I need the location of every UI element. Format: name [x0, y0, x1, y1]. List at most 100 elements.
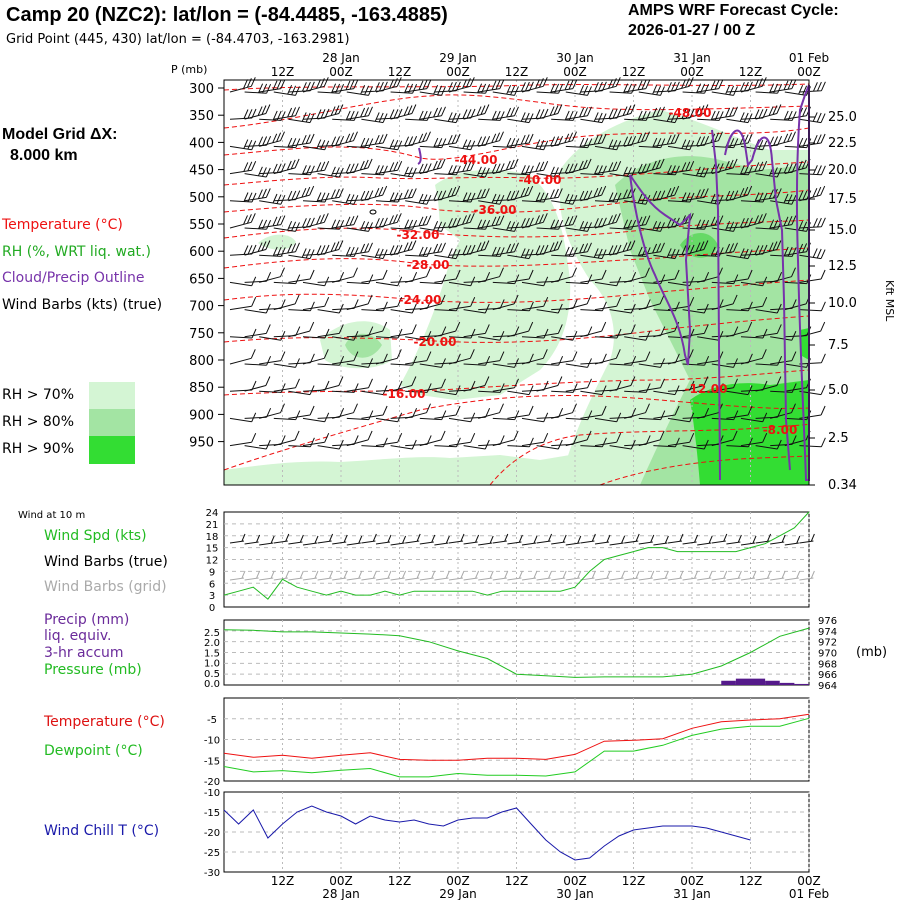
- wind-barb: [507, 81, 534, 93]
- wind-barb: [259, 163, 286, 175]
- pressure-axis-title: P (mb): [171, 63, 207, 76]
- wind-barb: [682, 303, 709, 314]
- wind-barb: [740, 213, 767, 229]
- wind-barb: [799, 248, 826, 260]
- wind-barb: [273, 274, 301, 285]
- wind-barb: [229, 349, 256, 365]
- wind-barb: [346, 358, 373, 368]
- wind-barb: [682, 83, 710, 94]
- cloud-outline-path: [724, 129, 791, 471]
- grid-wind-barb: [346, 570, 363, 581]
- pressure-label: 400: [189, 136, 214, 151]
- wind-barb: [580, 437, 607, 448]
- pressure-tick: 970: [818, 649, 837, 660]
- wind-barb: [405, 351, 432, 365]
- model-grid-label: Model Grid ΔX:: [2, 126, 118, 143]
- bottom-hour-label: 00Z: [563, 874, 587, 888]
- pressure-label: 600: [189, 245, 214, 260]
- wind-barb: [288, 269, 315, 283]
- true-wind-barb: [259, 535, 275, 546]
- wind-barb: [521, 192, 549, 203]
- wind-barb: [244, 219, 272, 230]
- wind-barb: [711, 137, 739, 149]
- wind-barb: [448, 328, 476, 339]
- wind-barb: [638, 274, 666, 285]
- wind-barb: [740, 139, 768, 151]
- grid-wind-barb: [551, 570, 567, 581]
- wind-barb: [361, 185, 388, 202]
- height-label: 25.0: [828, 110, 857, 125]
- wind-barb: [361, 217, 388, 229]
- wind-barb: [273, 220, 300, 232]
- wind-barb: [521, 160, 549, 175]
- wind-barb: [405, 267, 431, 283]
- bottom-hour-label: 12Z: [388, 874, 412, 888]
- wind-barb: [711, 158, 738, 175]
- wind-barb: [492, 358, 519, 368]
- wind-barb: [463, 135, 491, 147]
- temperature-line: [223, 713, 810, 761]
- wind-barb: [259, 110, 286, 121]
- wind-barb: [565, 106, 592, 120]
- wind-barb: [288, 248, 315, 260]
- wind-barb: [419, 242, 446, 256]
- wind-barb: [770, 193, 797, 205]
- wind-barb: [375, 139, 403, 151]
- wind-barb: [594, 139, 622, 151]
- wind-barb: [448, 77, 475, 93]
- wind-barb: [565, 190, 593, 202]
- wind-barb: [580, 165, 607, 176]
- wind-barb: [697, 193, 724, 205]
- wind-barb: [332, 79, 359, 93]
- wind-barb: [580, 81, 607, 93]
- pressure-label: 950: [189, 436, 214, 451]
- wind-barb: [419, 158, 446, 175]
- wind-barb: [726, 437, 753, 448]
- wind-barb: [273, 378, 300, 392]
- wind-barb: [405, 193, 432, 205]
- wind-barb: [346, 410, 374, 421]
- wind-barb: [507, 405, 534, 419]
- height-label: 5.0: [828, 383, 849, 398]
- wind-barb: [288, 112, 315, 124]
- wind-barb: [244, 240, 271, 256]
- grid-wind-barbs: [229, 570, 815, 581]
- wind-barb: [755, 439, 782, 450]
- wind-speed-tick: 0: [209, 603, 215, 614]
- wind-barb: [317, 324, 344, 338]
- wind-barb: [492, 84, 519, 96]
- wind-barb: [317, 439, 344, 450]
- wind-barb: [565, 274, 593, 285]
- wind-barb: [375, 77, 402, 93]
- wind-barb: [667, 412, 695, 423]
- wind-barb: [740, 432, 768, 447]
- wind-barb: [332, 215, 359, 229]
- wind-barb: [492, 158, 519, 175]
- wind-barb: [229, 192, 257, 203]
- wind-barb: [229, 160, 257, 175]
- wind-barb: [624, 163, 651, 175]
- bottom-hour-label: 00Z: [329, 874, 353, 888]
- pressure-label: 650: [189, 272, 214, 287]
- height-label: 15.0: [828, 223, 857, 238]
- wind-barb: [463, 439, 490, 450]
- wind-barb: [536, 188, 563, 202]
- wind-barb: [507, 165, 534, 176]
- wind-barb: [740, 244, 768, 256]
- true-wind-barb: [638, 534, 655, 545]
- wind-barb: [434, 405, 461, 419]
- wind-barb: [770, 110, 797, 121]
- grid-point-label: Grid Point (445, 430) lat/lon = (-84.470…: [6, 32, 350, 47]
- isotherm-line: [223, 161, 810, 186]
- temperature-contour-label: -44.00: [455, 153, 498, 167]
- true-wind-barb: [507, 534, 523, 545]
- top-date-label: 01 Feb: [789, 51, 829, 65]
- wind-barb: [463, 188, 490, 202]
- grid-wind-barb: [711, 570, 728, 581]
- wind-barb: [755, 219, 783, 230]
- temperature-contour-label: -28.00: [407, 258, 450, 272]
- wind-barb: [229, 432, 257, 447]
- wind-barb: [551, 215, 578, 229]
- wind-barb: [463, 219, 491, 230]
- wind-barb: [434, 165, 461, 176]
